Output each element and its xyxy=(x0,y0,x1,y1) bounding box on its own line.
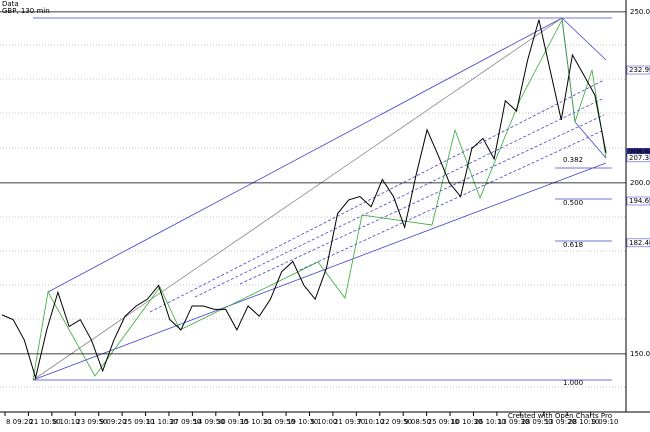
fib-label: 0.618 xyxy=(563,241,583,249)
x-tick-label: 19 10:30 xyxy=(287,418,318,426)
x-tick-label: 21 09:30 xyxy=(334,418,365,426)
x-tick-label: 14 09:50 xyxy=(193,418,224,426)
fib-label: 1.000 xyxy=(563,379,583,387)
price-label: 194.69 xyxy=(629,197,650,205)
y-tick-label: 200.00 xyxy=(630,179,650,187)
x-tick-label: 13 09:20 xyxy=(545,418,576,426)
x-tick-label: 15 10:10 xyxy=(240,418,271,426)
x-tick-label: 26 10:10 xyxy=(474,418,505,426)
price-label: 207.31 xyxy=(629,154,650,162)
price-label-box xyxy=(626,153,650,163)
grid-dotted xyxy=(0,44,626,388)
x-tick-label: 8 10:10 xyxy=(53,418,80,426)
x-tick-label: 23 09:50 xyxy=(76,418,107,426)
x-tick-label: 27 09:50 xyxy=(170,418,201,426)
x-tick-label: 7 10:10 xyxy=(357,418,384,426)
x-tick-label: 13 09:30 xyxy=(498,418,529,426)
chart-title: GBP, 130 min xyxy=(2,7,50,15)
x-tick-label: 31 09:50 xyxy=(264,418,295,426)
price-label-box xyxy=(626,238,650,248)
x-tick-label: 30 09:30 xyxy=(217,418,248,426)
y-tick-label: 250.00 xyxy=(630,8,650,16)
x-tick-label: 25 09:10 xyxy=(123,418,154,426)
price-label-box xyxy=(626,65,650,75)
x-tick-label: 25 09:10 xyxy=(428,418,459,426)
x-tick-label: 22 09:50 xyxy=(381,418,412,426)
zigzag xyxy=(32,18,607,381)
corner-label: Data xyxy=(2,0,19,8)
x-tick-label: 9 09:10 xyxy=(592,418,619,426)
x-tick-label: 21 10:50 xyxy=(29,418,60,426)
x-tick-label: 9 08:50 xyxy=(404,418,431,426)
x-tick-label: 11 10:30 xyxy=(147,418,178,426)
x-tick-label: 28 09:50 xyxy=(521,418,552,426)
x-tick-label: 10 10:30 xyxy=(451,418,482,426)
x-tick-label: 9 09:20 xyxy=(100,418,127,426)
fib-label: 0.500 xyxy=(563,199,583,207)
y-tick-label: 150.00 xyxy=(630,350,650,358)
price-label: 208.94 xyxy=(629,148,650,156)
fib-label: 0.382 xyxy=(563,156,583,164)
price-label: 182.46 xyxy=(629,239,650,247)
price-label-box xyxy=(626,196,650,206)
price-label: 232.99 xyxy=(629,66,650,74)
x-tick-label: 8 09:20 xyxy=(6,418,33,426)
x-tick-label: 28 10:10 xyxy=(568,418,599,426)
price-line xyxy=(1,19,607,380)
x-tick-label: 5 10:00 xyxy=(311,418,338,426)
watermark: Created with Open Charts Pro xyxy=(508,412,612,420)
